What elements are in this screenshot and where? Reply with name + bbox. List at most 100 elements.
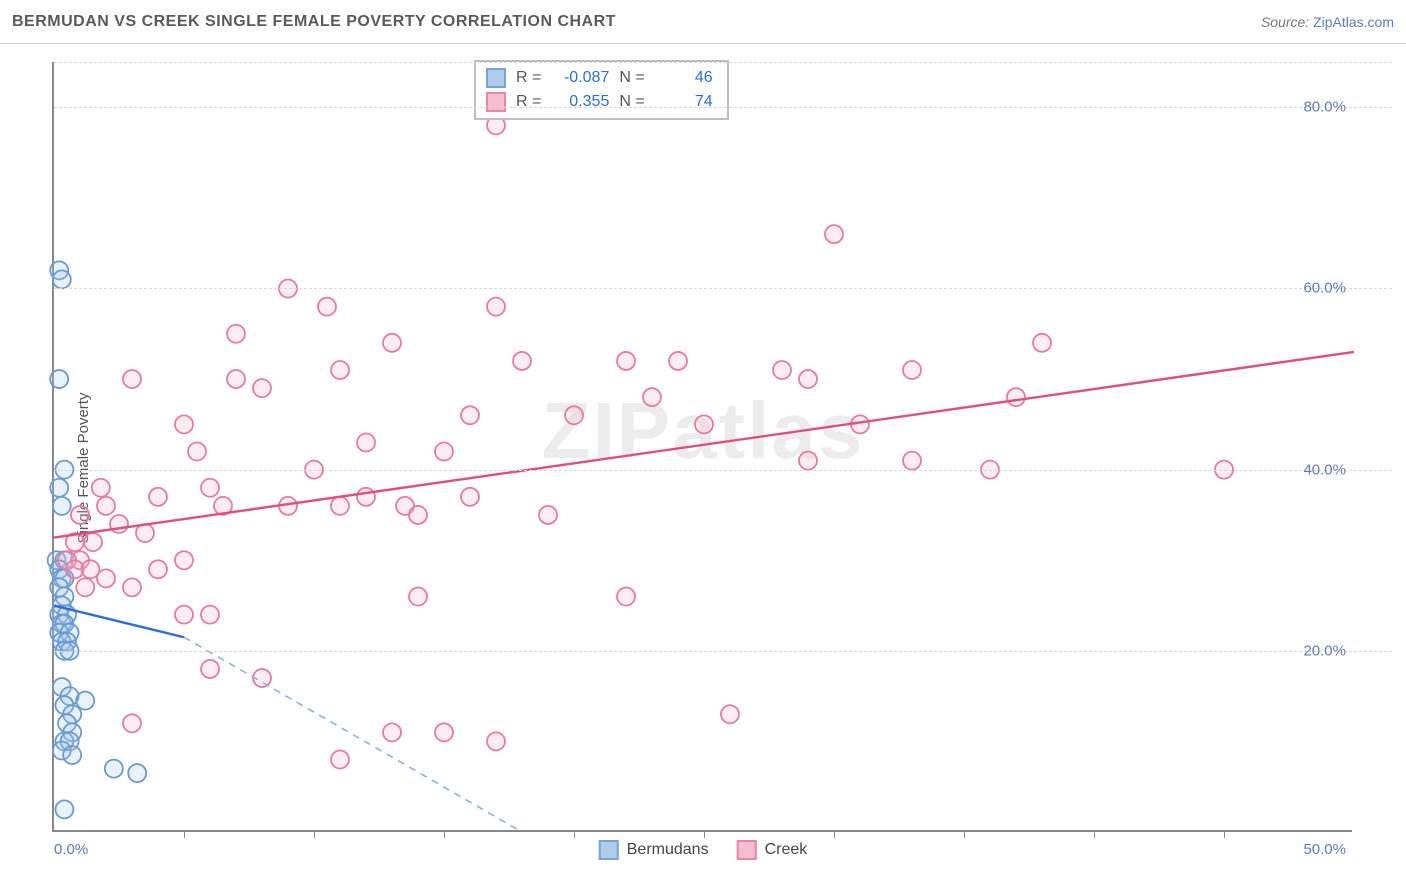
scatter-point bbox=[903, 452, 921, 470]
n-label-2: N = bbox=[619, 90, 644, 114]
x-min-label: 0.0% bbox=[54, 841, 88, 858]
x-tick bbox=[574, 830, 575, 838]
x-tick bbox=[184, 830, 185, 838]
trend-line-dashed bbox=[184, 637, 522, 832]
scatter-point bbox=[565, 406, 583, 424]
stats-row-bermudans: R = -0.087 N = 46 bbox=[486, 66, 713, 90]
scatter-point bbox=[539, 506, 557, 524]
scatter-point bbox=[76, 578, 94, 596]
scatter-point bbox=[123, 370, 141, 388]
scatter-point bbox=[383, 723, 401, 741]
scatter-point bbox=[773, 361, 791, 379]
scatter-point bbox=[331, 497, 349, 515]
scatter-point bbox=[903, 361, 921, 379]
scatter-point bbox=[461, 488, 479, 506]
y-tick-label: 40.0% bbox=[1303, 461, 1346, 478]
scatter-point bbox=[513, 352, 531, 370]
scatter-point bbox=[123, 714, 141, 732]
legend-item-bermudans: Bermudans bbox=[599, 840, 709, 860]
scatter-point bbox=[97, 569, 115, 587]
n-value-creek: 74 bbox=[655, 90, 713, 114]
swatch-bermudans-icon bbox=[486, 68, 506, 88]
correlation-stats-box: R = -0.087 N = 46 R = 0.355 N = 74 bbox=[474, 60, 729, 120]
x-tick bbox=[444, 830, 445, 838]
scatter-point bbox=[123, 578, 141, 596]
scatter-point bbox=[201, 606, 219, 624]
scatter-point bbox=[435, 723, 453, 741]
scatter-point bbox=[227, 325, 245, 343]
chart-area: Single Female Poverty ZIPatlas R = -0.08… bbox=[0, 44, 1406, 892]
scatter-point bbox=[201, 660, 219, 678]
scatter-svg bbox=[54, 62, 1352, 830]
source-name: ZipAtlas.com bbox=[1313, 14, 1394, 30]
y-tick-label: 80.0% bbox=[1303, 99, 1346, 116]
r-label-1: R = bbox=[516, 66, 541, 90]
scatter-point bbox=[188, 443, 206, 461]
scatter-point bbox=[53, 270, 71, 288]
x-tick bbox=[314, 830, 315, 838]
scatter-point bbox=[175, 415, 193, 433]
scatter-point bbox=[175, 606, 193, 624]
scatter-point bbox=[201, 479, 219, 497]
scatter-point bbox=[617, 352, 635, 370]
scatter-point bbox=[227, 370, 245, 388]
x-tick bbox=[964, 830, 965, 838]
scatter-point bbox=[799, 452, 817, 470]
source-credit: Source: ZipAtlas.com bbox=[1261, 14, 1394, 30]
legend-swatch-creek-icon bbox=[737, 840, 757, 860]
scatter-point bbox=[50, 479, 68, 497]
scatter-point bbox=[92, 479, 110, 497]
swatch-creek-icon bbox=[486, 92, 506, 112]
r-label-2: R = bbox=[516, 90, 541, 114]
source-label: Source: bbox=[1261, 14, 1313, 30]
n-label-1: N = bbox=[619, 66, 644, 90]
scatter-point bbox=[318, 298, 336, 316]
scatter-point bbox=[617, 587, 635, 605]
x-tick bbox=[1224, 830, 1225, 838]
scatter-point bbox=[97, 497, 115, 515]
scatter-point bbox=[1033, 334, 1051, 352]
scatter-point bbox=[643, 388, 661, 406]
scatter-point bbox=[55, 800, 73, 818]
plot-region: ZIPatlas R = -0.087 N = 46 R = 0.355 N =… bbox=[52, 62, 1352, 832]
n-value-bermudans: 46 bbox=[655, 66, 713, 90]
gridline-h bbox=[54, 288, 1392, 289]
gridline-h bbox=[54, 62, 1392, 63]
scatter-point bbox=[461, 406, 479, 424]
scatter-point bbox=[721, 705, 739, 723]
scatter-point bbox=[1007, 388, 1025, 406]
scatter-point bbox=[84, 533, 102, 551]
legend-swatch-bermudans-icon bbox=[599, 840, 619, 860]
gridline-h bbox=[54, 107, 1392, 108]
scatter-point bbox=[487, 732, 505, 750]
gridline-h bbox=[54, 470, 1392, 471]
x-tick bbox=[834, 830, 835, 838]
scatter-point bbox=[357, 433, 375, 451]
scatter-point bbox=[435, 443, 453, 461]
x-tick bbox=[1094, 830, 1095, 838]
scatter-point bbox=[409, 506, 427, 524]
scatter-point bbox=[63, 746, 81, 764]
trend-line bbox=[54, 352, 1354, 538]
bottom-legend: Bermudans Creek bbox=[599, 840, 808, 860]
scatter-point bbox=[331, 361, 349, 379]
x-max-label: 50.0% bbox=[1303, 841, 1346, 858]
y-tick-label: 60.0% bbox=[1303, 280, 1346, 297]
legend-item-creek: Creek bbox=[737, 840, 808, 860]
scatter-point bbox=[331, 751, 349, 769]
scatter-point bbox=[825, 225, 843, 243]
r-value-bermudans: -0.087 bbox=[551, 66, 609, 90]
scatter-point bbox=[695, 415, 713, 433]
chart-header: BERMUDAN VS CREEK SINGLE FEMALE POVERTY … bbox=[0, 0, 1406, 44]
scatter-point bbox=[383, 334, 401, 352]
chart-title: BERMUDAN VS CREEK SINGLE FEMALE POVERTY … bbox=[12, 13, 616, 31]
stats-row-creek: R = 0.355 N = 74 bbox=[486, 90, 713, 114]
scatter-point bbox=[53, 497, 71, 515]
scatter-point bbox=[136, 524, 154, 542]
scatter-point bbox=[149, 560, 167, 578]
scatter-point bbox=[253, 379, 271, 397]
scatter-point bbox=[149, 488, 167, 506]
legend-label-bermudans: Bermudans bbox=[627, 841, 709, 859]
scatter-point bbox=[128, 764, 146, 782]
gridline-h bbox=[54, 651, 1392, 652]
